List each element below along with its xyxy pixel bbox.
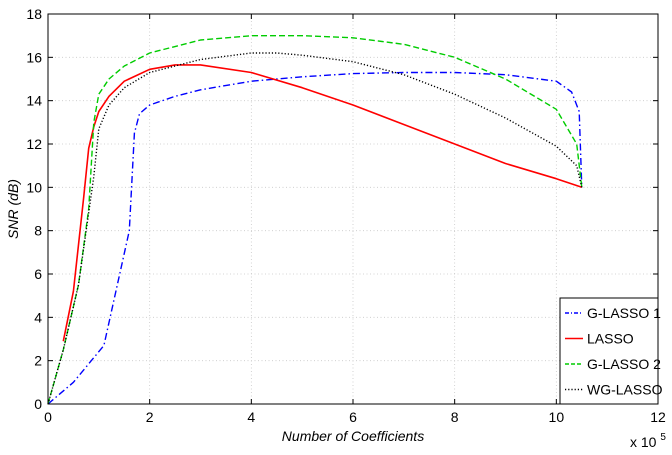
legend-box — [559, 297, 659, 405]
y-tick-label: 12 — [26, 136, 42, 152]
x-axis-multiplier-base: x 10 — [630, 434, 657, 450]
x-axis-label: Number of Coefficients — [282, 428, 424, 444]
grid — [48, 14, 658, 404]
y-axis-label: SNR (dB) — [5, 179, 21, 239]
series-line-lasso — [62, 64, 583, 342]
x-tick-label: 4 — [247, 409, 255, 425]
y-tick-label: 0 — [34, 396, 42, 412]
y-tick-label: 2 — [34, 353, 42, 369]
y-tick-label: 16 — [26, 49, 42, 65]
series-layer — [47, 35, 583, 405]
x-axis-multiplier: x 10 5 — [630, 432, 666, 450]
x-tick-label: 0 — [44, 409, 52, 425]
legend: G-LASSO 1 LASSO G-LASSO 2 WG-LASSO — [559, 297, 663, 405]
y-tick-label: 8 — [34, 223, 42, 239]
x-tick-label: 12 — [650, 409, 666, 425]
series-line-g-lasso-1 — [47, 71, 583, 405]
y-tick-label: 14 — [26, 93, 42, 109]
y-tick-label: 6 — [34, 266, 42, 282]
legend-label-lasso: LASSO — [587, 331, 634, 347]
x-tick-label: 10 — [549, 409, 565, 425]
y-tick-label: 4 — [34, 309, 42, 325]
legend-label-g-lasso-2: G-LASSO 2 — [587, 356, 661, 372]
x-axis-multiplier-exponent: 5 — [660, 432, 666, 443]
y-tick-label: 10 — [26, 179, 42, 195]
x-tick-label: 6 — [349, 409, 357, 425]
x-tick-label: 2 — [146, 409, 154, 425]
y-tick-label: 18 — [26, 6, 42, 22]
x-tick-label: 8 — [451, 409, 459, 425]
legend-label-wg-lasso: WG-LASSO — [587, 382, 663, 398]
legend-label-g-lasso-1: G-LASSO 1 — [587, 305, 661, 321]
tick-labels: 0 2 4 6 8 10 12 0 2 4 6 8 10 12 14 16 18 — [26, 6, 666, 425]
